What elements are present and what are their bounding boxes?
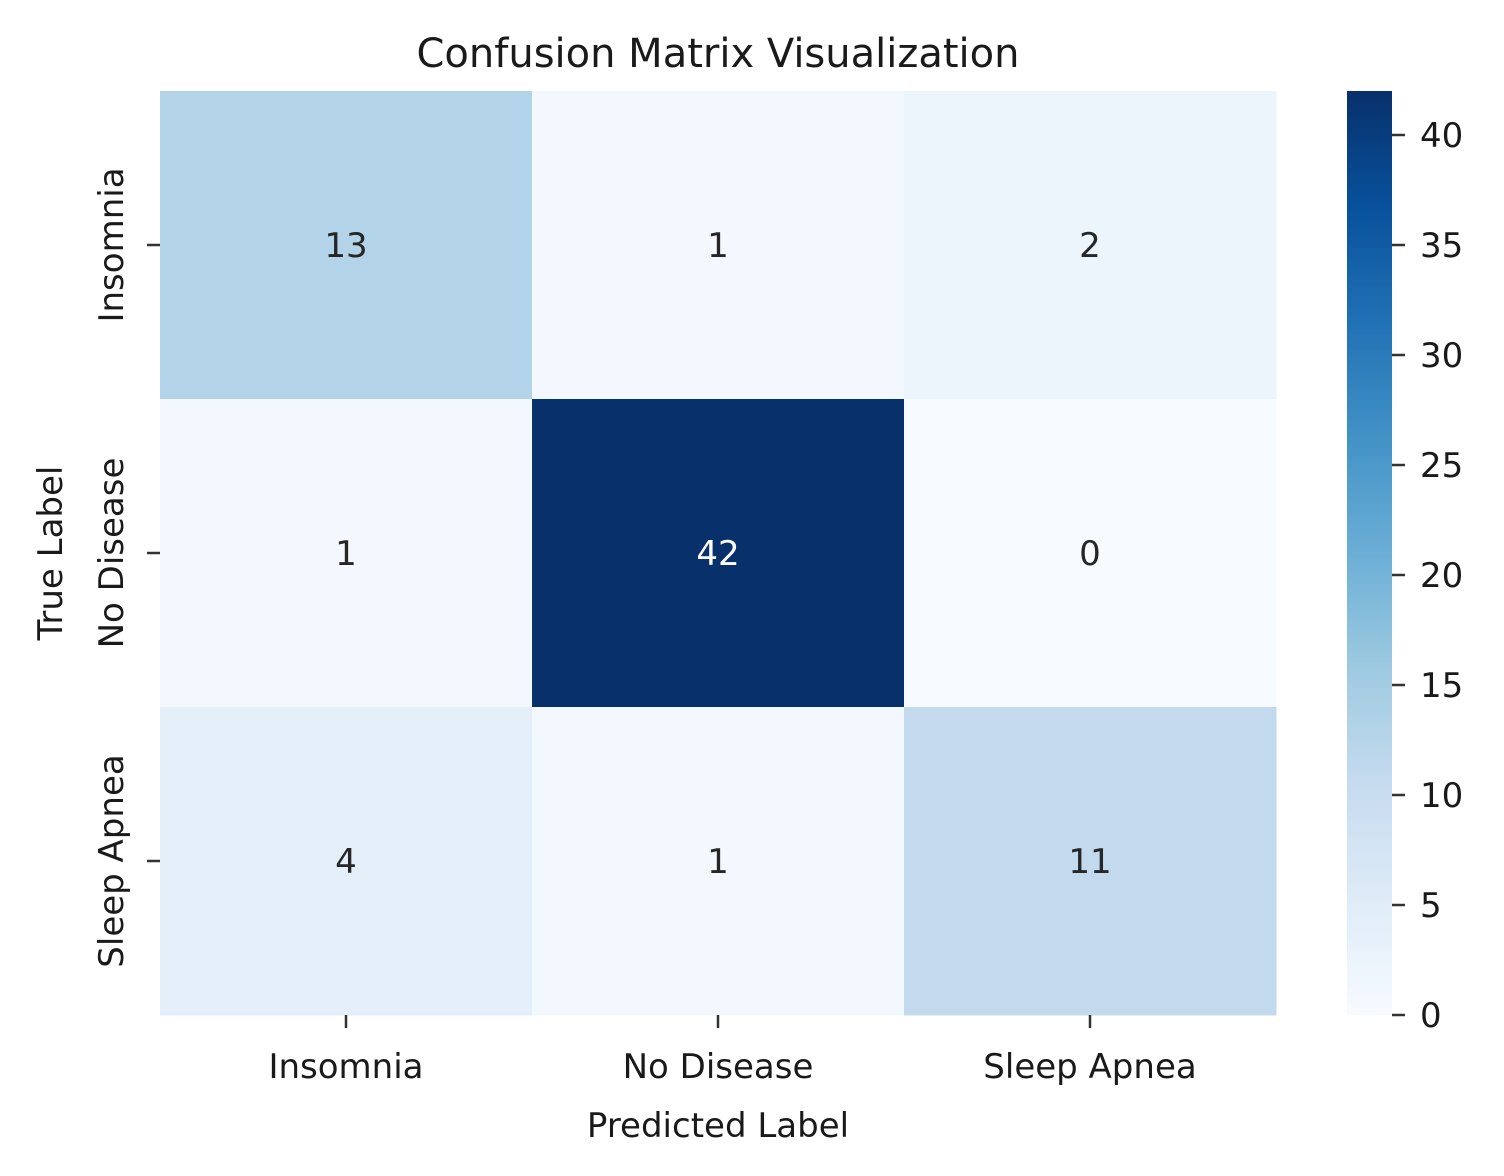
- y-tick-label: Sleep Apnea: [92, 754, 132, 967]
- x-tick-label: Insomnia: [268, 1047, 423, 1087]
- heatmap-cell: [532, 707, 905, 1016]
- colorbar-tick-label: 5: [1420, 886, 1442, 926]
- colorbar-tick-label: 10: [1420, 776, 1463, 816]
- y-axis-ticks: Insomnia No Disease Sleep Apnea: [92, 167, 160, 968]
- x-tick-label: Sleep Apnea: [983, 1047, 1196, 1087]
- heatmap-cells: 13 1 21 42 04 1 11: [160, 91, 1277, 1016]
- cell-value-label: 1: [707, 842, 729, 882]
- y-tick-label: Insomnia: [92, 167, 132, 322]
- colorbar-tick-label: 0: [1420, 996, 1442, 1036]
- colorbar-tick-label: 15: [1420, 666, 1463, 706]
- cell-value-label: 1: [335, 534, 357, 574]
- colorbar-tick-label: 20: [1420, 556, 1463, 596]
- heatmap-cell: [160, 91, 533, 400]
- cell-value-label: 2: [1079, 226, 1101, 266]
- x-axis-label: Predicted Label: [587, 1106, 849, 1146]
- cell-value-label: 13: [324, 226, 367, 266]
- y-axis-label: True Label: [31, 466, 71, 642]
- colorbar-tick-label: 30: [1420, 336, 1463, 376]
- cell-value-label: 0: [1079, 534, 1101, 574]
- cell-value-label: 11: [1068, 842, 1111, 882]
- heatmap-cell: [532, 91, 905, 400]
- colorbar-tick-label: 40: [1420, 116, 1463, 156]
- heatmap-cell: [532, 399, 905, 708]
- chart-title: Confusion Matrix Visualization: [417, 31, 1020, 77]
- colorbar: [1347, 91, 1392, 1015]
- heatmap-cell: [904, 91, 1277, 400]
- heatmap-cell: [904, 707, 1277, 1016]
- colorbar-tick-label: 35: [1420, 226, 1463, 266]
- cell-value-label: 42: [696, 534, 739, 574]
- heatmap-cell: [160, 707, 533, 1016]
- heatmap-cell: [904, 399, 1277, 708]
- cell-value-label: 1: [707, 226, 729, 266]
- heatmap-cell: [160, 399, 533, 708]
- colorbar-ticks: 0 5 10 15 20 25 30 35 40: [1392, 116, 1463, 1036]
- x-axis-ticks: Insomnia No Disease Sleep Apnea: [268, 1015, 1197, 1087]
- y-tick-label: No Disease: [92, 458, 132, 649]
- cell-value-label: 4: [335, 842, 357, 882]
- x-tick-label: No Disease: [623, 1047, 814, 1087]
- colorbar-tick-label: 25: [1420, 446, 1463, 486]
